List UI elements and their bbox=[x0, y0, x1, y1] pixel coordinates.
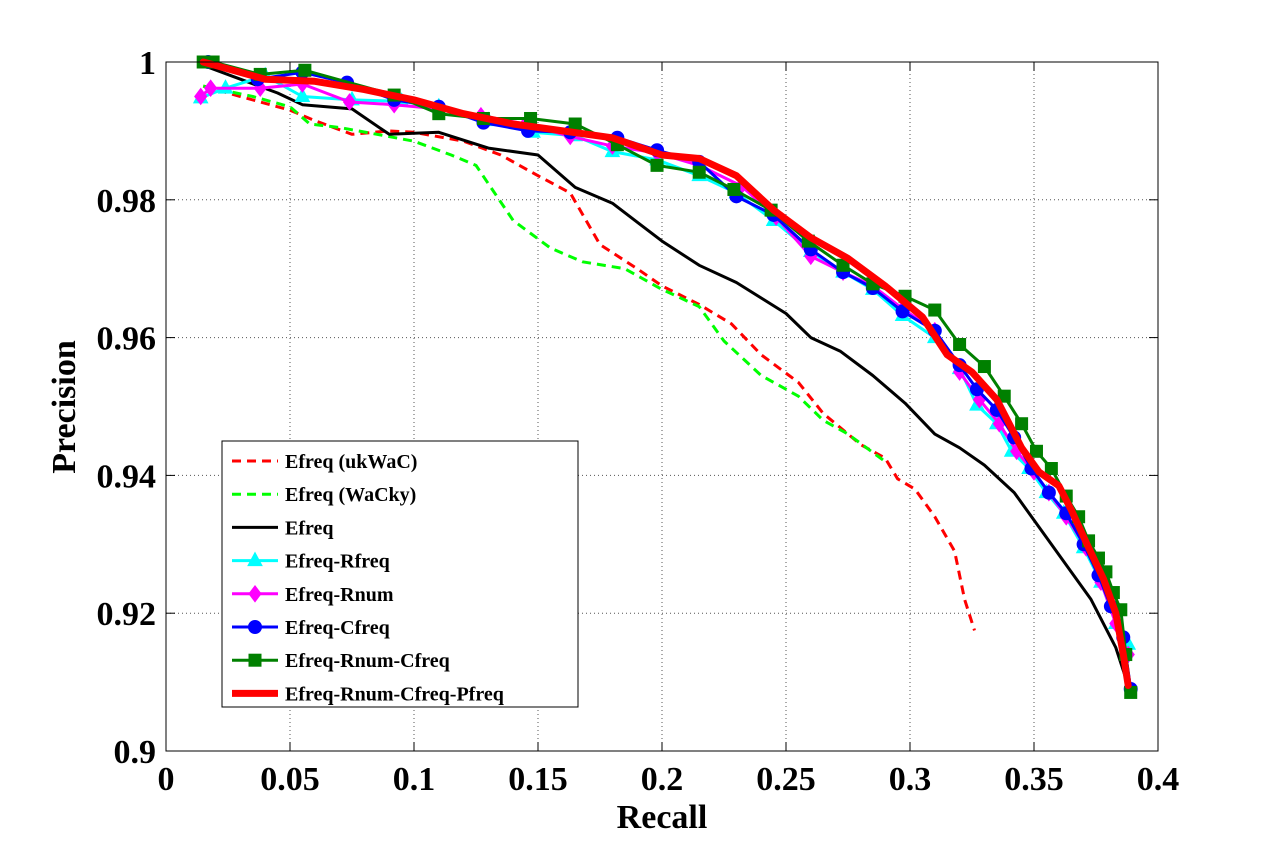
series-line bbox=[199, 58, 1132, 689]
data-point bbox=[727, 182, 741, 196]
data-point bbox=[568, 117, 582, 131]
legend-label: Efreq (ukWaC) bbox=[285, 451, 417, 473]
legend-label: Efreq-Rnum-Cfreq-Pfreq bbox=[285, 683, 504, 705]
data-point bbox=[1015, 417, 1029, 431]
legend-entry: Efreq-Rnum bbox=[232, 584, 394, 606]
series-line bbox=[202, 84, 887, 463]
legend-label: Efreq-Cfreq bbox=[285, 617, 390, 639]
data-point bbox=[928, 303, 942, 317]
data-point bbox=[1029, 444, 1043, 458]
legend-label: Efreq-Rnum-Cfreq bbox=[285, 650, 450, 672]
x-axis-title: Recall bbox=[617, 799, 708, 836]
x-tick-label: 0 bbox=[158, 761, 175, 798]
legend-entry: Efreq (ukWaC) bbox=[232, 451, 417, 473]
x-tick-label: 0.15 bbox=[508, 761, 568, 798]
data-point bbox=[692, 165, 706, 179]
series-7 bbox=[199, 58, 1132, 689]
data-point bbox=[342, 93, 357, 111]
legend-entry: Efreq (WaCky) bbox=[232, 484, 416, 506]
legend-marker bbox=[248, 584, 262, 603]
x-tick-label: 0.35 bbox=[1004, 761, 1064, 798]
series-line bbox=[201, 63, 1130, 687]
grid bbox=[166, 62, 1158, 751]
legend: Efreq (ukWaC) Efreq (WaCky) Efreq Efreq-Rfr… bbox=[221, 440, 579, 708]
data-point bbox=[1041, 485, 1056, 500]
data-point bbox=[298, 63, 312, 77]
y-tick-label: 0.9 bbox=[114, 734, 157, 771]
x-tick-label: 0.3 bbox=[889, 761, 932, 798]
ticks bbox=[165, 61, 1159, 752]
y-tick-label: 0.92 bbox=[97, 596, 157, 633]
data-point bbox=[1044, 462, 1058, 476]
legend-marker bbox=[248, 653, 262, 667]
series-2 bbox=[201, 63, 1130, 687]
legend-entry: Efreq-Cfreq bbox=[232, 617, 390, 639]
y-tick-label: 0.96 bbox=[97, 321, 157, 358]
x-tick-label: 0.4 bbox=[1137, 761, 1180, 798]
data-point bbox=[650, 158, 664, 172]
legend-entry: Efreq-Rnum-Cfreq-Pfreq bbox=[232, 683, 504, 705]
legend-label: Efreq-Rnum bbox=[285, 584, 394, 606]
series-1 bbox=[202, 84, 887, 463]
legend-entry: Efreq-Rnum-Cfreq bbox=[232, 650, 450, 672]
y-tick-label: 0.94 bbox=[97, 458, 157, 495]
y-tick-label: 0.98 bbox=[97, 183, 157, 220]
legend-label: Efreq bbox=[285, 517, 334, 539]
legend-entry: Efreq bbox=[232, 517, 334, 539]
y-axis-title: Precision bbox=[46, 340, 83, 474]
legend-marker bbox=[248, 620, 262, 634]
legend-marker bbox=[247, 551, 263, 567]
legend-label: Efreq (WaCky) bbox=[285, 484, 416, 506]
x-tick-label: 0.2 bbox=[641, 761, 684, 798]
legend-box bbox=[221, 440, 579, 708]
data-point bbox=[204, 79, 218, 98]
data-point bbox=[294, 87, 311, 102]
data-point bbox=[977, 360, 991, 374]
y-tick-label: 1 bbox=[139, 45, 156, 82]
tick-labels: 0 0.05 0.1 0.15 0.2 0.25 0.3 0.35 0.4 0.9 0.92 0.94… bbox=[97, 45, 1180, 798]
data-point bbox=[194, 87, 208, 106]
data-point bbox=[217, 79, 234, 94]
data-point bbox=[953, 337, 967, 351]
x-tick-label: 0.1 bbox=[393, 761, 436, 798]
legend-entry: Efreq-Rfreq bbox=[232, 551, 390, 573]
x-tick-label: 0.05 bbox=[260, 761, 320, 798]
x-tick-label: 0.25 bbox=[756, 761, 816, 798]
legend-label: Efreq-Rfreq bbox=[285, 551, 390, 573]
